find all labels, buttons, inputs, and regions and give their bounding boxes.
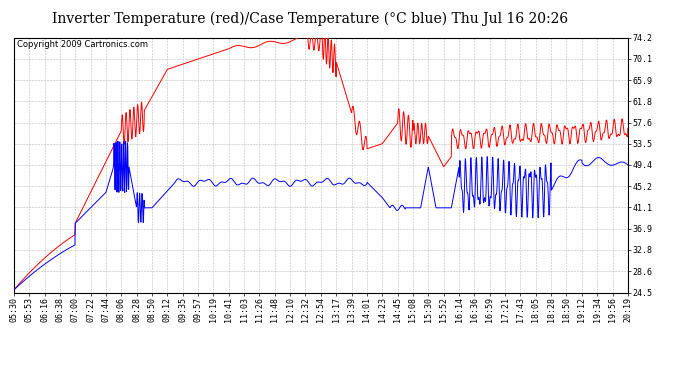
Text: Inverter Temperature (red)/Case Temperature (°C blue) Thu Jul 16 20:26: Inverter Temperature (red)/Case Temperat… xyxy=(52,11,569,26)
Text: Copyright 2009 Cartronics.com: Copyright 2009 Cartronics.com xyxy=(17,40,148,49)
